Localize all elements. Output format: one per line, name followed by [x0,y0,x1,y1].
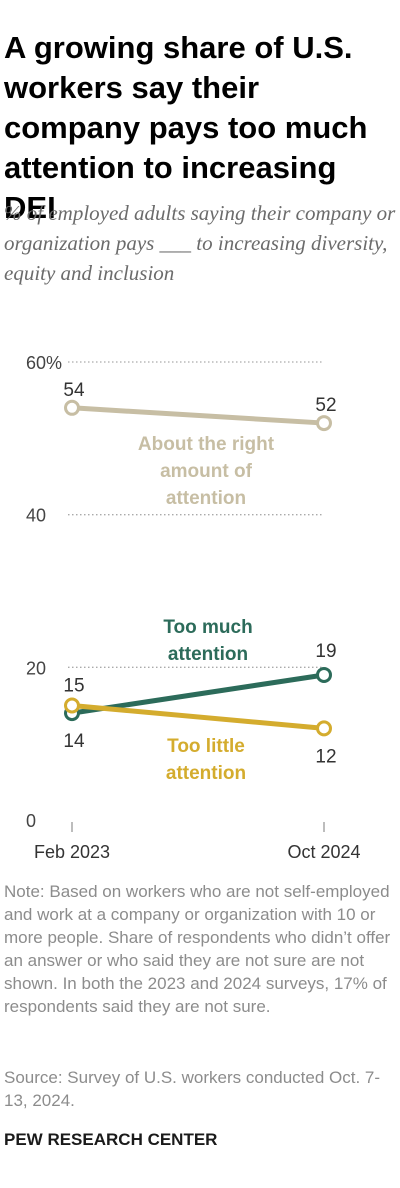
x-tick-label: Feb 2023 [34,842,110,862]
series-line [69,672,327,716]
data-label: 54 [63,380,85,401]
data-label: 52 [315,395,336,416]
series-label: attention [166,763,246,784]
chart-subtitle: % of employed adults saying their compan… [4,201,396,285]
y-tick-label: 0 [26,811,36,831]
chart-source: Source: Survey of U.S. workers conducted… [4,1068,381,1110]
data-point [316,666,332,683]
series-line [69,703,327,731]
y-tick-label: 40 [26,506,46,526]
x-tick-label: Oct 2024 [287,842,360,862]
data-point [64,399,80,416]
series-label: About the right [138,434,275,455]
line-chart: 0 20 40 60% Feb 2023 Oct 2024 54 52 About the ri… [26,353,361,862]
data-point [316,720,332,737]
series-label: amount of [160,461,252,482]
chart-note: Note: Based on workers who are not self-… [4,882,391,1016]
series-label: attention [166,488,246,509]
y-tick-label: 20 [26,658,46,678]
footer-brand: PEW RESEARCH CENTER [4,1130,218,1149]
y-tick-label: 60% [26,353,62,373]
data-label: 12 [315,746,336,767]
data-label: 14 [63,731,85,752]
data-label: 15 [63,676,84,697]
data-point [316,415,332,432]
series-line [69,405,327,426]
data-label: 19 [315,641,336,662]
series-label: Too little [167,736,245,757]
series-label: attention [168,644,248,665]
series-label: Too much [163,617,252,638]
chart-title: A growing share of U.S. workers say thei… [4,30,368,225]
data-point [64,697,80,714]
